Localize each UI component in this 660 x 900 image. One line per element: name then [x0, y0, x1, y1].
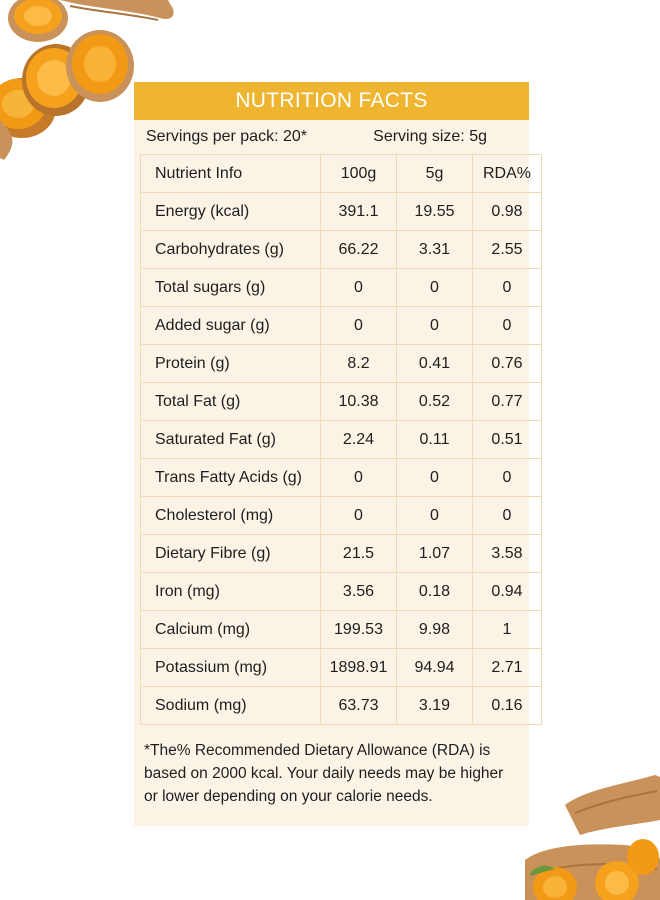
turmeric-illustration-top-left: [0, 0, 174, 160]
turmeric-illustration-bottom-right: [525, 775, 660, 900]
value-100g: 0: [320, 306, 397, 345]
table-row: Energy (kcal) 391.1 19.55 0.98: [140, 192, 542, 231]
value-5g: 94.94: [396, 648, 473, 687]
value-rda: 0: [472, 268, 542, 307]
table-row: Dietary Fibre (g) 21.5 1.07 3.58: [140, 534, 542, 573]
value-100g: 21.5: [320, 534, 397, 573]
value-5g: 0.41: [396, 344, 473, 383]
nutrient-name: Potassium (mg): [140, 648, 321, 687]
nutrient-name: Cholesterol (mg): [140, 496, 321, 535]
nutrient-name: Protein (g): [140, 344, 321, 383]
value-rda: 0.77: [472, 382, 542, 421]
value-5g: 0: [396, 458, 473, 497]
rda-footnote: *The% Recommended Dietary Allowance (RDA…: [144, 742, 504, 805]
table-row: Protein (g) 8.2 0.41 0.76: [140, 344, 542, 383]
value-100g: 0: [320, 268, 397, 307]
nutrition-table: Nutrient Info 100g 5g RDA% Energy (kcal)…: [140, 154, 542, 725]
value-5g: 0: [396, 268, 473, 307]
value-100g: 66.22: [320, 230, 397, 269]
value-rda: 1: [472, 610, 542, 649]
nutrient-name: Calcium (mg): [140, 610, 321, 649]
table-row: Iron (mg) 3.56 0.18 0.94: [140, 572, 542, 611]
value-100g: 2.24: [320, 420, 397, 459]
nutrient-name: Dietary Fibre (g): [140, 534, 321, 573]
table-row: Calcium (mg) 199.53 9.98 1: [140, 610, 542, 649]
value-5g: 0.18: [396, 572, 473, 611]
table-row: Added sugar (g) 0 0 0: [140, 306, 542, 345]
table-row: Total sugars (g) 0 0 0: [140, 268, 542, 307]
value-5g: 0: [396, 306, 473, 345]
value-100g: 63.73: [320, 686, 397, 725]
table-row: Trans Fatty Acids (g) 0 0 0: [140, 458, 542, 497]
value-5g: 1.07: [396, 534, 473, 573]
nutrient-name: Added sugar (g): [140, 306, 321, 345]
value-100g: 199.53: [320, 610, 397, 649]
value-100g: 391.1: [320, 192, 397, 231]
value-rda: 0.98: [472, 192, 542, 231]
value-rda: 0.51: [472, 420, 542, 459]
nutrient-name: Saturated Fat (g): [140, 420, 321, 459]
value-rda: 0.76: [472, 344, 542, 383]
value-rda: 0.16: [472, 686, 542, 725]
value-rda: 0: [472, 496, 542, 535]
table-row: Sodium (mg) 63.73 3.19 0.16: [140, 686, 542, 725]
value-100g: 1898.91: [320, 648, 397, 687]
value-100g: 0: [320, 496, 397, 535]
value-rda: 2.71: [472, 648, 542, 687]
value-rda: 0: [472, 306, 542, 345]
value-100g: 10.38: [320, 382, 397, 421]
table-row: Cholesterol (mg) 0 0 0: [140, 496, 542, 535]
nutrient-name: Total Fat (g): [140, 382, 321, 421]
nutrient-name: Trans Fatty Acids (g): [140, 458, 321, 497]
table-header-row: Nutrient Info 100g 5g RDA%: [140, 154, 542, 193]
value-rda: 0: [472, 458, 542, 497]
value-100g: 3.56: [320, 572, 397, 611]
value-5g: 3.31: [396, 230, 473, 269]
value-5g: 0.52: [396, 382, 473, 421]
column-header-5g: 5g: [396, 154, 473, 193]
value-5g: 3.19: [396, 686, 473, 725]
column-header-nutrient: Nutrient Info: [140, 154, 321, 193]
column-header-rda: RDA%: [472, 154, 542, 193]
value-5g: 19.55: [396, 192, 473, 231]
nutrient-name: Energy (kcal): [140, 192, 321, 231]
value-rda: 0.94: [472, 572, 542, 611]
value-5g: 0: [396, 496, 473, 535]
value-5g: 9.98: [396, 610, 473, 649]
panel-title: NUTRITION FACTS: [134, 82, 529, 120]
table-row: Total Fat (g) 10.38 0.52 0.77: [140, 382, 542, 421]
nutrition-panel: NUTRITION FACTS Servings per pack: 20* S…: [134, 82, 542, 826]
nutrient-name: Carbohydrates (g): [140, 230, 321, 269]
column-header-100g: 100g: [320, 154, 397, 193]
value-rda: 3.58: [472, 534, 542, 573]
nutrient-name: Total sugars (g): [140, 268, 321, 307]
nutrient-name: Sodium (mg): [140, 686, 321, 725]
value-rda: 2.55: [472, 230, 542, 269]
nutrient-name: Iron (mg): [140, 572, 321, 611]
table-row: Saturated Fat (g) 2.24 0.11 0.51: [140, 420, 542, 459]
value-100g: 0: [320, 458, 397, 497]
value-100g: 8.2: [320, 344, 397, 383]
servings-per-pack: Servings per pack: 20*: [146, 128, 307, 145]
value-5g: 0.11: [396, 420, 473, 459]
table-row: Carbohydrates (g) 66.22 3.31 2.55: [140, 230, 542, 269]
serving-size: Serving size: 5g: [373, 128, 487, 145]
serving-info: Servings per pack: 20* Serving size: 5g: [134, 120, 529, 154]
table-row: Potassium (mg) 1898.91 94.94 2.71: [140, 648, 542, 687]
